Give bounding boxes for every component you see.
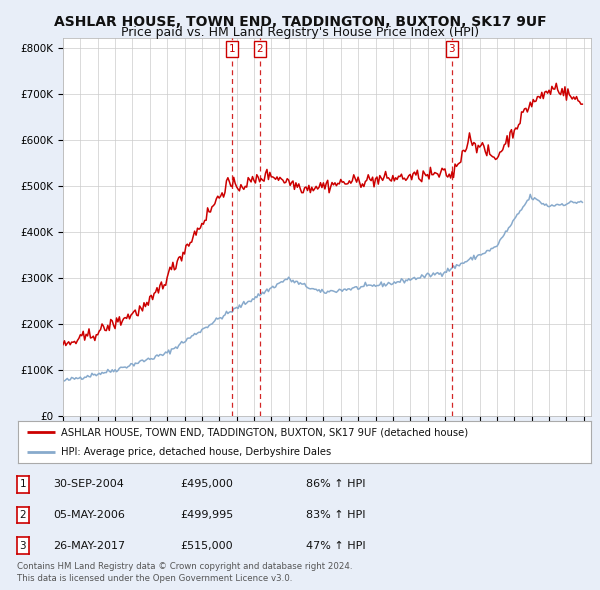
Text: Price paid vs. HM Land Registry's House Price Index (HPI): Price paid vs. HM Land Registry's House … [121, 26, 479, 39]
Text: HPI: Average price, detached house, Derbyshire Dales: HPI: Average price, detached house, Derb… [61, 447, 331, 457]
Text: 2: 2 [257, 44, 263, 54]
Text: ASHLAR HOUSE, TOWN END, TADDINGTON, BUXTON, SK17 9UF (detached house): ASHLAR HOUSE, TOWN END, TADDINGTON, BUXT… [61, 427, 468, 437]
Text: Contains HM Land Registry data © Crown copyright and database right 2024.
This d: Contains HM Land Registry data © Crown c… [17, 562, 352, 583]
Text: 26-MAY-2017: 26-MAY-2017 [53, 541, 125, 550]
Text: ASHLAR HOUSE, TOWN END, TADDINGTON, BUXTON, SK17 9UF: ASHLAR HOUSE, TOWN END, TADDINGTON, BUXT… [53, 15, 547, 30]
Text: 1: 1 [229, 44, 236, 54]
Text: 3: 3 [449, 44, 455, 54]
Text: 83% ↑ HPI: 83% ↑ HPI [306, 510, 365, 520]
Text: 2: 2 [20, 510, 26, 520]
Text: £495,000: £495,000 [180, 480, 233, 489]
Text: 05-MAY-2006: 05-MAY-2006 [53, 510, 125, 520]
Text: 47% ↑ HPI: 47% ↑ HPI [306, 541, 365, 550]
Text: 3: 3 [20, 541, 26, 550]
Text: £515,000: £515,000 [180, 541, 233, 550]
Text: 30-SEP-2004: 30-SEP-2004 [53, 480, 124, 489]
Text: 86% ↑ HPI: 86% ↑ HPI [306, 480, 365, 489]
Text: 1: 1 [20, 480, 26, 489]
Text: £499,995: £499,995 [180, 510, 233, 520]
